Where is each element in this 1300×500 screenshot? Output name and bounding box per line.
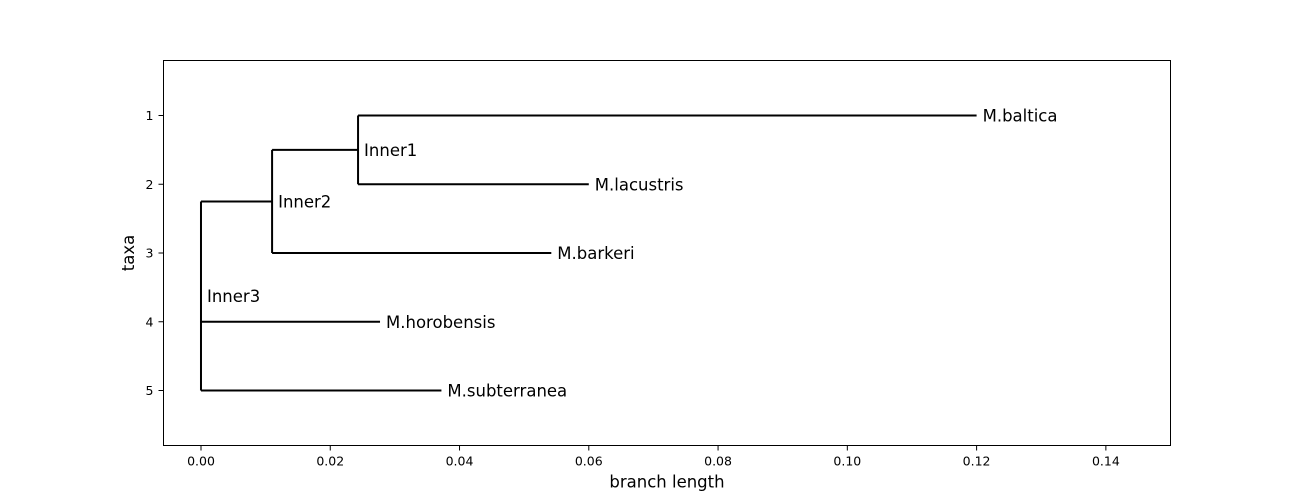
x-tick-label: 0.04: [446, 454, 474, 469]
internal-node-label: Inner1: [364, 141, 417, 160]
x-axis-label: branch length: [609, 473, 724, 492]
leaf-label: M.horobensis: [386, 313, 495, 332]
x-tick-label: 0.06: [575, 454, 603, 469]
y-axis-label: taxa: [119, 235, 138, 271]
leaf-label: M.baltica: [983, 107, 1058, 126]
x-tick-label: 0.10: [833, 454, 861, 469]
x-axis: 0.00 0.02 0.04 0.06 0.08 0.10 0.12 0.14: [187, 445, 1120, 469]
y-tick-label: 2: [146, 177, 154, 192]
leaf-label: M.barkeri: [557, 244, 634, 263]
y-tick-label: 4: [146, 314, 154, 329]
x-tick-label: 0.14: [1092, 454, 1120, 469]
internal-node-label: Inner3: [207, 287, 260, 306]
y-tick-label: 3: [146, 246, 154, 261]
internal-node-label: Inner2: [278, 192, 331, 211]
y-axis: 1 2 3 4 5: [146, 108, 164, 398]
y-tick-label: 1: [146, 108, 154, 123]
x-tick-label: 0.02: [316, 454, 344, 469]
x-tick-label: 0.12: [963, 454, 991, 469]
leaf-label: M.lacustris: [595, 175, 684, 194]
tree-branches: [199, 114, 977, 392]
node-labels: M.baltica M.lacustris M.barkeri M.horobensi…: [207, 107, 1058, 401]
leaf-label: M.subterranea: [447, 382, 567, 401]
x-tick-label: 0.08: [704, 454, 732, 469]
y-tick-label: 5: [146, 383, 154, 398]
x-tick-label: 0.00: [187, 454, 215, 469]
